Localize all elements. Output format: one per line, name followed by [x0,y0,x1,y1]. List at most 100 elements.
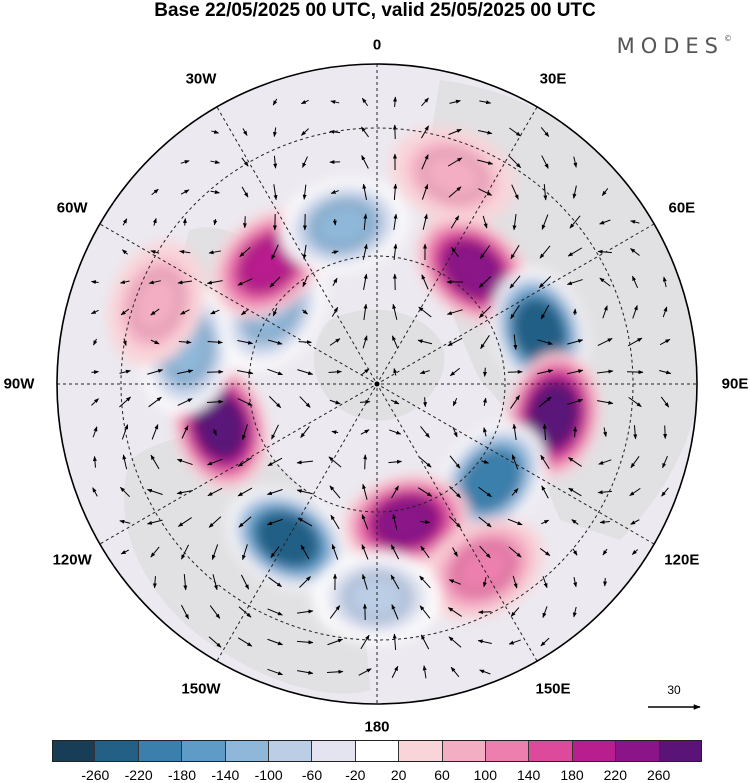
anomaly-center [211,208,326,319]
wind-arrow [239,247,251,257]
wind-arrow [181,425,189,439]
wind-arrow [479,305,491,319]
wind-arrow [573,577,578,588]
wind-arrow [208,636,222,648]
wind-arrow [542,606,548,618]
wind-arrow [302,184,307,200]
wind-arrow [661,487,669,497]
wind-arrow [391,335,399,349]
wind-arrow [479,669,491,675]
wind-arrow [420,634,430,650]
wind-arrow [388,459,403,464]
wind-arrow [513,334,518,351]
wind-arrow [302,309,308,315]
wind-arrow [329,605,341,619]
wind-arrow [120,308,130,316]
wind-arrow [478,486,492,498]
wind-arrow [270,546,280,558]
wind-arrow [598,459,612,465]
wind-arrow [512,214,517,231]
wind-arrow [297,609,314,614]
wind-arrow [207,458,223,466]
wind-arrow [567,369,584,375]
wind-arrow [511,184,519,200]
wind-arrow [417,339,433,345]
wind-arrow [447,337,463,347]
wind-arrow [119,280,130,284]
wind-arrow [121,424,129,440]
colorbar-swatch [269,740,313,762]
wind-arrow [452,397,458,407]
wind-arrow [92,426,98,438]
wind-arrow [300,99,309,105]
wind-arrow [178,340,192,345]
wind-arrow [393,96,398,108]
wind-arrow [446,309,463,315]
wind-arrow [447,607,462,617]
wind-arrow [332,277,338,287]
wind-arrow [448,128,462,136]
wind-arrow [242,544,248,561]
wind-arrow [271,424,279,440]
wind-arrow [326,669,344,674]
wind-arrow [567,339,584,345]
wind-arrow [451,246,459,257]
wind-arrow [422,213,428,230]
wind-arrow [176,489,193,495]
wind-arrow [538,396,552,408]
wind-arrow [266,489,283,496]
wind-arrow [272,307,278,317]
wind-arrow [421,274,429,290]
wind-arrow [391,485,399,499]
wind-arrow [237,339,254,345]
wind-arrow [389,429,402,435]
wind-arrow [420,545,430,559]
wind-arrow [272,98,278,106]
colorbar-swatch [529,740,573,762]
wind-arrow [449,455,461,469]
colorbar-swatch [399,740,443,762]
wind-arrow [179,249,191,254]
wind-arrow [363,454,368,470]
wind-arrow [331,250,339,255]
wind-arrow [509,127,522,137]
wind-arrow [360,429,370,435]
longitude-label: 0 [372,36,382,54]
wind-arrow [509,275,521,289]
wind-arrow [361,155,369,169]
colorbar-swatch [486,740,530,762]
wind-arrow [267,339,283,345]
wind-arrow [538,275,552,289]
wind-arrow [479,545,491,559]
colorbar-swatch [52,740,96,762]
wind-arrow [573,156,578,168]
wind-arrow [120,549,130,555]
wind-arrow [599,277,611,287]
wind-arrow [361,97,369,107]
wind-arrow [241,308,249,316]
wind-arrow [268,396,282,408]
wind-arrow [423,397,428,408]
wind-arrow [541,519,550,525]
wind-arrow [151,424,159,440]
wind-arrow [182,218,187,226]
wind-arrow [300,426,310,439]
wind-arrow [482,577,487,588]
colorbar-swatch [355,740,400,762]
wind-arrow [597,369,614,374]
wind-arrow [327,638,343,646]
wind-arrow [119,519,131,524]
wind-arrow [267,668,284,676]
wind-vectors [90,96,672,679]
wind-arrow [177,369,194,375]
wind-arrow [510,607,520,617]
wind-arrow [148,396,162,408]
colorbar-tick-label: 100 [473,767,498,783]
wind-arrow [393,368,398,376]
wind-arrow [542,423,547,441]
wind-arrow [392,513,398,530]
wind-arrow [90,309,99,315]
wind-arrow [150,546,160,558]
wind-arrow [449,367,460,377]
wind-arrow [390,544,400,560]
